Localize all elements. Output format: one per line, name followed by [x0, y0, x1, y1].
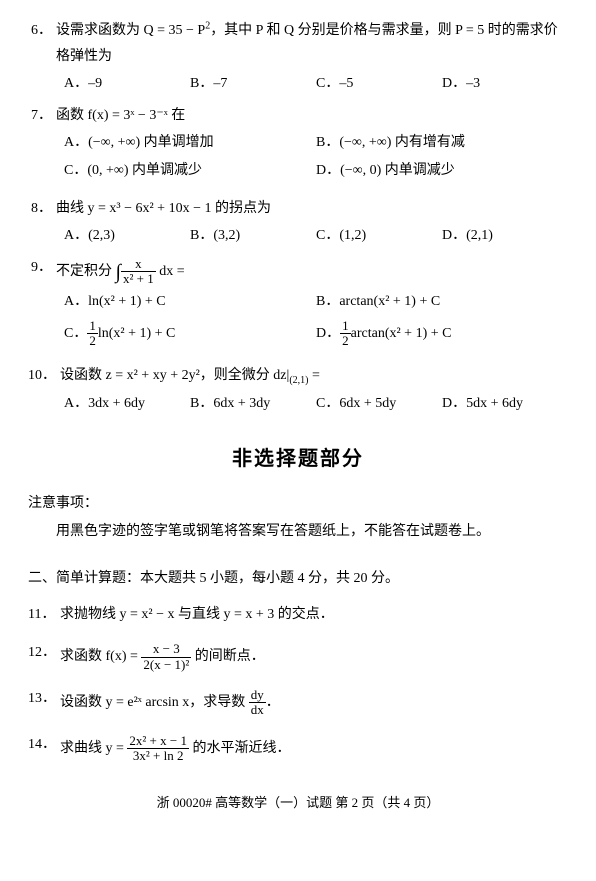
q8-opt-a: A．(2,3)	[64, 225, 190, 247]
question-6: 6． 设需求函数为 Q = 35 − P2，其中 P 和 Q 分别是价格与需求量…	[28, 20, 568, 95]
q13-post: ．	[266, 695, 280, 710]
q9-c-fd: 2	[87, 334, 98, 348]
question-10: 10． 设函数 z = x² + xy + 2y²，则全微分 dz|(2,1) …	[28, 365, 568, 415]
question-12: 12． 求函数 f(x) = x − 32(x − 1)² 的间断点．	[28, 642, 568, 672]
part2-heading: 二、简单计算题：本大题共 5 小题，每小题 4 分，共 20 分。	[28, 568, 568, 590]
q10-text-b: =	[308, 368, 319, 383]
q6-stem-line1: 6． 设需求函数为 Q = 35 − P2，其中 P 和 Q 分别是价格与需求量…	[28, 20, 568, 42]
q8-opt-d: D．(2,1)	[442, 225, 568, 247]
question-8: 8． 曲线 y = x³ − 6x² + 10x − 1 的拐点为 A．(2,3…	[28, 198, 568, 247]
q8-opt-c: C．(1,2)	[316, 225, 442, 247]
q9-opt-a: A．ln(x² + 1) + C	[64, 291, 316, 313]
q12-pre: 求函数 f(x) =	[60, 649, 141, 664]
q13-text: 设函数 y = e²ˣ arcsin x，求导数 dydx．	[60, 688, 568, 718]
q9-c-fn: 1	[87, 319, 98, 334]
q12-number: 12．	[28, 642, 60, 672]
q9-number: 9．	[28, 257, 56, 287]
q12-fd: 2(x − 1)²	[141, 658, 191, 672]
q9-options-row1: A．ln(x² + 1) + C B．arctan(x² + 1) + C C．…	[28, 291, 568, 355]
q14-fd: 3x² + ln 2	[127, 749, 189, 763]
q10-opt-a: A．3dx + 6dy	[64, 393, 190, 415]
q9-opt-b: B．arctan(x² + 1) + C	[316, 291, 568, 313]
q13-fd: dx	[249, 703, 266, 717]
q10-number: 10．	[28, 365, 60, 389]
q10-options: A．3dx + 6dy B．6dx + 3dy C．6dx + 5dy D．5d…	[28, 393, 568, 415]
q14-number: 14．	[28, 734, 60, 764]
question-9: 9． 不定积分 ∫xx² + 1 dx = A．ln(x² + 1) + C B…	[28, 257, 568, 355]
notice-heading: 注意事项：	[28, 493, 568, 515]
q8-number: 8．	[28, 198, 56, 220]
q6-opt-c: C．–5	[316, 73, 442, 95]
question-7: 7． 函数 f(x) = 3ˣ − 3⁻ˣ 在 A．(−∞, +∞) 内单调增加…	[28, 105, 568, 188]
q8-stem: 8． 曲线 y = x³ − 6x² + 10x − 1 的拐点为	[28, 198, 568, 220]
q9-d-fn: 1	[340, 319, 351, 334]
q9-opt-c: C．12ln(x² + 1) + C	[64, 319, 316, 349]
q7-number: 7．	[28, 105, 56, 127]
q14-text: 求曲线 y = 2x² + x − 13x² + ln 2 的水平渐近线．	[60, 734, 568, 764]
q10-sub: (2,1)	[289, 375, 308, 386]
q12-text: 求函数 f(x) = x − 32(x − 1)² 的间断点．	[60, 642, 568, 672]
q9-c-post: ln(x² + 1) + C	[98, 326, 176, 341]
q9-text-b: dx =	[156, 264, 185, 279]
q10-opt-b: B．6dx + 3dy	[190, 393, 316, 415]
q9-d-frac: 12	[340, 319, 351, 349]
q8-options: A．(2,3) B．(3,2) C．(1,2) D．(2,1)	[28, 225, 568, 247]
q10-opt-d: D．5dx + 6dy	[442, 393, 568, 415]
q11-number: 11．	[28, 604, 60, 626]
q6-number: 6．	[28, 20, 56, 42]
q6-opt-a: A．–9	[64, 73, 190, 95]
q7-opt-a: A．(−∞, +∞) 内单调增加	[64, 132, 316, 154]
q10-opt-c: C．6dx + 5dy	[316, 393, 442, 415]
q6-opt-d: D．–3	[442, 73, 568, 95]
q9-d-fd: 2	[340, 334, 351, 348]
q9-opt-d: D．12arctan(x² + 1) + C	[316, 319, 568, 349]
q7-options: A．(−∞, +∞) 内单调增加 B．(−∞, +∞) 内有增有减 C．(0, …	[28, 132, 568, 189]
q10-text-a: 设函数 z = x² + xy + 2y²，则全微分 dz|	[60, 368, 289, 383]
q9-frac: xx² + 1	[121, 257, 156, 287]
q9-frac-d: x² + 1	[121, 272, 156, 286]
q6-text-c: 格弹性为	[56, 46, 568, 68]
q9-text-a: 不定积分	[56, 264, 116, 279]
q6-text: 设需求函数为 Q = 35 − P2，其中 P 和 Q 分别是价格与需求量，则 …	[56, 20, 568, 42]
q10-text: 设函数 z = x² + xy + 2y²，则全微分 dz|(2,1) =	[60, 365, 568, 389]
q9-c-frac: 12	[87, 319, 98, 349]
q9-d-post: arctan(x² + 1) + C	[351, 326, 452, 341]
q13-number: 13．	[28, 688, 60, 718]
q12-fn: x − 3	[141, 642, 191, 657]
question-13: 13． 设函数 y = e²ˣ arcsin x，求导数 dydx．	[28, 688, 568, 718]
q13-pre: 设函数 y = e²ˣ arcsin x，求导数	[60, 695, 249, 710]
q14-post: 的水平渐近线．	[189, 741, 291, 756]
q12-post: 的间断点．	[191, 649, 265, 664]
q7-stem: 7． 函数 f(x) = 3ˣ − 3⁻ˣ 在	[28, 105, 568, 127]
q9-d-pre: D．	[316, 326, 340, 341]
q6-stem-line2: 格弹性为	[28, 46, 568, 68]
q14-pre: 求曲线 y =	[60, 741, 127, 756]
q12-frac: x − 32(x − 1)²	[141, 642, 191, 672]
q6-text-b: ，其中 P 和 Q 分别是价格与需求量，则 P = 5 时的需求价	[210, 23, 558, 38]
q10-stem: 10． 设函数 z = x² + xy + 2y²，则全微分 dz|(2,1) …	[28, 365, 568, 389]
q8-text: 曲线 y = x³ − 6x² + 10x − 1 的拐点为	[56, 198, 568, 220]
q9-text: 不定积分 ∫xx² + 1 dx =	[56, 257, 568, 287]
q6-options: A．–9 B．–7 C．–5 D．–3	[28, 73, 568, 95]
page-footer: 浙 00020# 高等数学（一）试题 第 2 页（共 4 页）	[28, 793, 568, 814]
q9-stem: 9． 不定积分 ∫xx² + 1 dx =	[28, 257, 568, 287]
q14-fn: 2x² + x − 1	[127, 734, 189, 749]
q9-frac-n: x	[121, 257, 156, 272]
q13-fn: dy	[249, 688, 266, 703]
q6-text-a: 设需求函数为 Q = 35 − P	[56, 23, 205, 38]
q7-opt-d: D．(−∞, 0) 内单调减少	[316, 160, 568, 182]
q14-frac: 2x² + x − 13x² + ln 2	[127, 734, 189, 764]
q8-opt-b: B．(3,2)	[190, 225, 316, 247]
notice-body: 用黑色字迹的签字笔或钢笔将答案写在答题纸上，不能答在试题卷上。	[28, 521, 568, 543]
q7-opt-c: C．(0, +∞) 内单调减少	[64, 160, 316, 182]
q11-text: 求抛物线 y = x² − x 与直线 y = x + 3 的交点．	[60, 604, 568, 626]
q13-frac: dydx	[249, 688, 266, 718]
q7-opt-b: B．(−∞, +∞) 内有增有减	[316, 132, 568, 154]
question-11: 11． 求抛物线 y = x² − x 与直线 y = x + 3 的交点．	[28, 604, 568, 626]
q9-c-pre: C．	[64, 326, 87, 341]
section-title: 非选择题部分	[28, 443, 568, 475]
question-14: 14． 求曲线 y = 2x² + x − 13x² + ln 2 的水平渐近线…	[28, 734, 568, 764]
q6-opt-b: B．–7	[190, 73, 316, 95]
q7-text: 函数 f(x) = 3ˣ − 3⁻ˣ 在	[56, 105, 568, 127]
